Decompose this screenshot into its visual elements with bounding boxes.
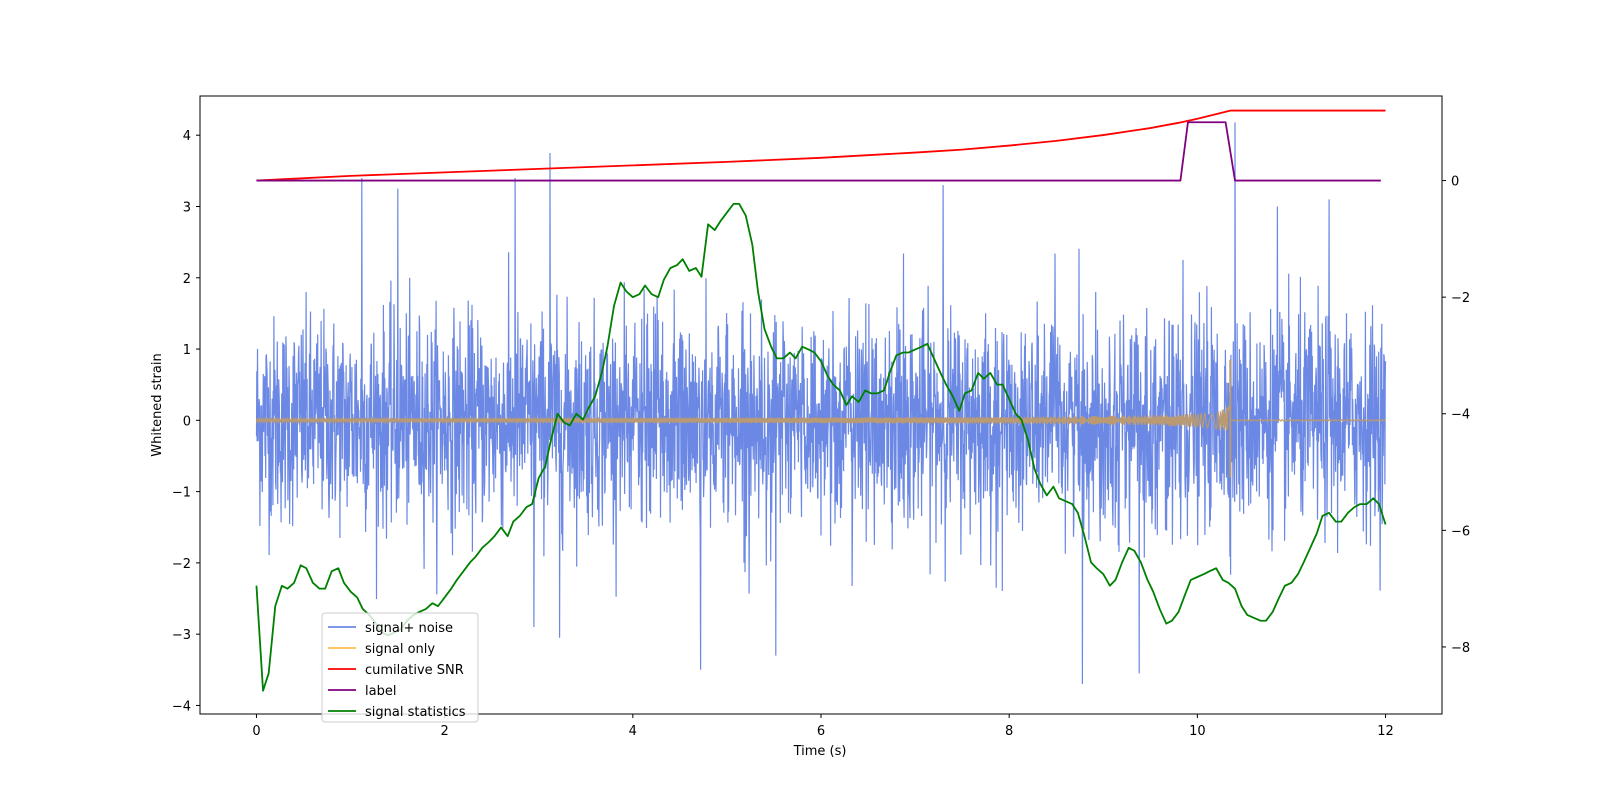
series-cumulative-snr — [256, 109, 1386, 182]
legend-box — [321, 612, 479, 723]
y-tick-label--3: −3 — [172, 628, 191, 643]
series-signal-statistics — [255, 202, 1387, 692]
y2-tick-label--8: −8 — [1451, 641, 1470, 656]
y-tick-label--2: −2 — [172, 557, 191, 572]
y2-tick-label-0: 0 — [1451, 175, 1459, 190]
y-tick-label-1: 1 — [183, 343, 191, 358]
x-tick-label-4: 4 — [629, 724, 637, 739]
y-tick-label-4: 4 — [183, 129, 191, 144]
x-tick-label-6: 6 — [817, 724, 825, 739]
y-tick-label-3: 3 — [183, 200, 191, 215]
legend-label-2: cumilative SNR — [365, 663, 464, 678]
x-axis-label: Time (s) — [793, 744, 847, 759]
x-tick-label-8: 8 — [1005, 724, 1013, 739]
series-signal-only — [255, 403, 1386, 431]
y-tick-label-2: 2 — [183, 272, 191, 287]
legend-label-3: label — [365, 684, 396, 699]
legend: signal+ noise signal only cumilative SNR la… — [321, 612, 479, 723]
x-tick-label-10: 10 — [1189, 724, 1206, 739]
y-tick-label--1: −1 — [172, 486, 191, 501]
x-tick-label-2: 2 — [440, 724, 448, 739]
y2-tick-label--6: −6 — [1451, 524, 1470, 539]
y2-tick-label--4: −4 — [1451, 408, 1470, 423]
y-tick-label-0: 0 — [183, 414, 191, 429]
legend-label-1: signal only — [365, 642, 435, 657]
x-tick-label-12: 12 — [1377, 724, 1394, 739]
x-tick-label-0: 0 — [252, 724, 260, 739]
y2-tick-label--2: −2 — [1451, 291, 1470, 306]
y-tick-label--4: −4 — [172, 699, 191, 714]
series-signal-plus-noise — [255, 122, 1387, 685]
legend-label-4: signal statistics — [365, 705, 466, 720]
series-label — [256, 121, 1381, 182]
series-layer — [255, 109, 1387, 692]
y-axis-label: Whitened strain — [150, 353, 165, 456]
legend-label-0: signal+ noise — [365, 621, 453, 636]
